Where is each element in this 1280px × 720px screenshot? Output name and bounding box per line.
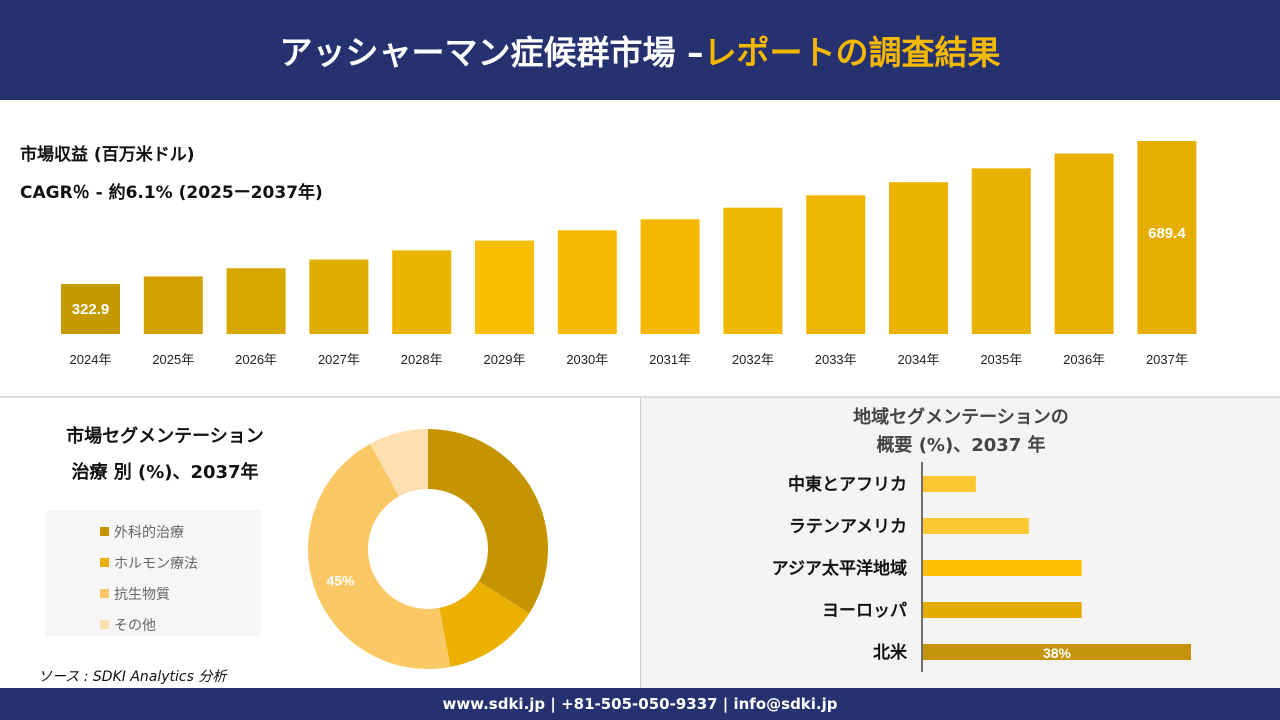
region-bar <box>923 560 1082 576</box>
legend-label: その他 <box>114 617 156 634</box>
donut-slice <box>308 443 451 669</box>
treatment-segment-section: 市場セグメンテーション 治療 別 (%)、2037年 外科的治療ホルモン療法 抗生… <box>0 398 640 688</box>
year-label: 2028年 <box>401 352 443 367</box>
revenue-section: 2024年 322.9 2025年 2026年 2027年 2028年 2029年 2030年… <box>0 100 1280 396</box>
bar-value-label: 38% <box>1043 645 1072 661</box>
revenue-bar <box>143 276 203 334</box>
legend-item: その他 <box>100 609 261 640</box>
donut-legend: 外科的治療ホルモン療法 抗生物質その他 <box>46 510 261 636</box>
legend-item: ホルモン療法 <box>100 547 261 578</box>
year-label: 2033年 <box>815 352 857 367</box>
revenue-bar <box>226 268 286 334</box>
cagr-text: CAGR％ - 約6.1% (2025ー2037年) <box>20 183 323 203</box>
year-label: 2032年 <box>732 352 774 367</box>
legend-label: ホルモン療法 <box>114 555 198 572</box>
report-header: アッシャーマン症候群市場 – レポートの調査結果 <box>0 0 1280 100</box>
revenue-bar <box>61 284 120 334</box>
year-label: 2031年 <box>649 352 691 367</box>
legend-swatch <box>100 558 109 567</box>
year-label: 2034年 <box>898 352 940 367</box>
revenue-bar <box>392 250 452 334</box>
year-label: 2030年 <box>566 352 608 367</box>
revenue-bar <box>557 230 617 334</box>
revenue-title: 市場収益 (百万米ドル) <box>20 145 195 165</box>
footer-contact: www.sdki.jp | +81-505-050-9337 | info@sd… <box>0 688 1280 720</box>
region-bar <box>923 602 1082 618</box>
revenue-bar-chart: 2024年 322.9 2025年 2026年 2027年 2028年 2029年 2030年… <box>61 141 1197 367</box>
slice-label: 45% <box>326 573 355 589</box>
treatment-donut-chart: 45% <box>308 429 548 669</box>
header-title-accent: レポートの調査結果 <box>703 33 1001 72</box>
year-label: 2036年 <box>1063 352 1105 367</box>
region-title-line2: 概要 (%)、2037 年 <box>876 435 1046 456</box>
region-label: ヨーロッパ <box>822 601 907 620</box>
legend-item: 外科的治療 <box>100 516 261 547</box>
legend-swatch <box>100 620 109 629</box>
region-bar <box>923 518 1029 534</box>
revenue-bar <box>1137 141 1197 334</box>
revenue-bar <box>475 240 534 334</box>
region-label: 北米 <box>873 642 908 662</box>
revenue-bar <box>309 259 369 334</box>
legend-swatch <box>100 589 109 598</box>
region-label: ラテンアメリカ <box>789 517 907 536</box>
revenue-bar <box>723 207 783 334</box>
legend-swatch <box>100 527 109 536</box>
source-note: ソース : SDKI Analytics 分析 <box>38 669 227 685</box>
region-label: アジア太平洋地域 <box>772 558 907 578</box>
segment-title-line2: 治療 別 (%)、2037年 <box>71 462 259 483</box>
region-bar <box>923 644 1191 660</box>
bar-value-label: 322.9 <box>72 301 110 318</box>
year-label: 2024年 <box>70 352 112 367</box>
revenue-bar <box>1054 153 1114 334</box>
segment-title-line1: 市場セグメンテーション <box>66 426 264 447</box>
divider <box>0 396 1280 398</box>
bar-value-label: 689.4 <box>1148 225 1186 242</box>
region-segment-section: 地域セグメンテーションの 概要 (%)、2037 年 中東とアフリカ ラテンアメリカ… <box>640 398 1280 688</box>
revenue-bar <box>889 182 948 334</box>
region-label: 中東とアフリカ <box>788 474 907 494</box>
header-title: アッシャーマン症候群市場 – <box>279 33 704 72</box>
year-label: 2026年 <box>235 352 277 367</box>
legend-label: 外科的治療 <box>114 524 184 541</box>
region-bar <box>923 476 976 492</box>
legend-label: 抗生物質 <box>114 586 170 603</box>
year-label: 2037年 <box>1146 352 1188 367</box>
year-label: 2027年 <box>318 352 360 367</box>
revenue-bar <box>806 195 866 334</box>
legend-item: 抗生物質 <box>100 578 261 609</box>
revenue-bar <box>971 168 1031 334</box>
donut-slice <box>439 581 530 667</box>
year-label: 2029年 <box>484 352 526 367</box>
donut-slice <box>428 429 548 614</box>
year-label: 2035年 <box>980 352 1022 367</box>
year-label: 2025年 <box>152 352 194 367</box>
region-title-line1: 地域セグメンテーションの <box>853 407 1069 428</box>
donut-slice <box>370 429 428 497</box>
revenue-bar <box>640 219 700 334</box>
